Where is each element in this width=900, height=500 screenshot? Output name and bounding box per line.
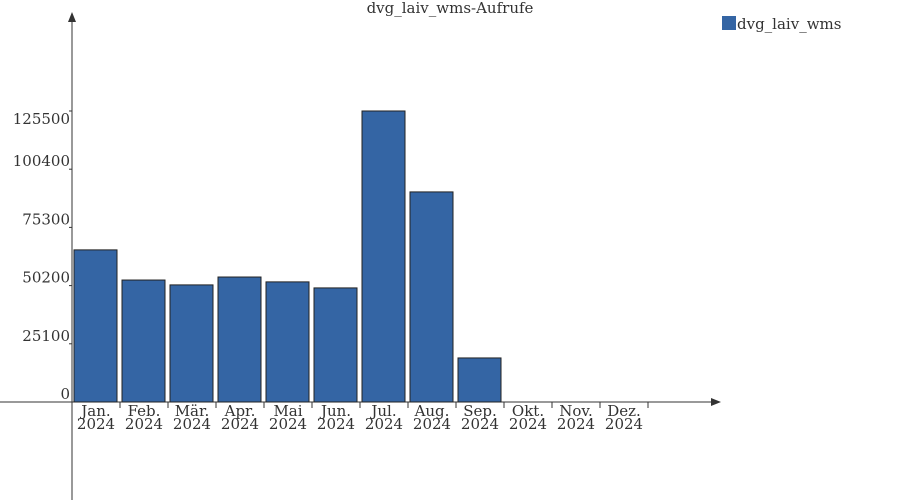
bar (73, 249, 118, 403)
bar (217, 276, 262, 403)
bar (313, 287, 358, 403)
x-tick-label-line: 2024 (557, 415, 595, 433)
x-tick-label: Feb. 2024 (125, 402, 163, 433)
x-tick-label-line: Aug. (414, 402, 450, 420)
x-tick-label: Sep. 2024 (461, 402, 499, 433)
x-tick-label: Apr. 2024 (221, 402, 259, 433)
x-axis-arrow (711, 398, 721, 406)
legend-swatch (722, 16, 736, 30)
bar (265, 281, 310, 403)
x-tick-label-line: Feb. (128, 402, 161, 420)
x-tick-label-line: Nov. (559, 402, 593, 420)
x-tick-label: Nov. 2024 (557, 402, 595, 433)
x-tick-label: Mär. 2024 (173, 402, 211, 433)
x-tick-label-line: 2024 (461, 415, 499, 433)
bar (361, 110, 406, 403)
y-tick-label: 25100 (22, 327, 70, 345)
x-tick-label-line: 2024 (125, 415, 163, 433)
x-tick-label-line: 2024 (173, 415, 211, 433)
x-tick-label-line: 2024 (317, 415, 355, 433)
x-tick-label-line: Sep. (463, 402, 497, 420)
x-tick-label-line: Dez. (607, 402, 641, 420)
x-tick-label: Aug. 2024 (413, 402, 451, 433)
chart-title: dvg_laiv_wms-Aufrufe (367, 0, 534, 17)
x-tick-label-line: 2024 (269, 415, 307, 433)
x-tick-label-line: Apr. (224, 402, 256, 420)
x-tick-label-line: Okt. (512, 402, 544, 420)
x-tick-label-line: Mai (273, 402, 302, 420)
x-tick-label-line: Jan. (79, 402, 110, 420)
x-tick-label: Jun. 2024 (317, 402, 355, 433)
x-tick-label-line: 2024 (365, 415, 403, 433)
bar (121, 279, 166, 403)
x-tick-label-line: 2024 (509, 415, 547, 433)
x-tick-label: Dez. 2024 (605, 402, 643, 433)
x-tick-label-line: 2024 (605, 415, 643, 433)
y-tick-label: 0 (60, 385, 70, 403)
x-tick-label: Mai 2024 (269, 402, 307, 433)
y-tick-label: 75300 (22, 210, 70, 228)
x-tick-label-line: Jul. (369, 402, 396, 420)
x-tick-label: Jul. 2024 (365, 402, 403, 433)
x-tick-label-line: Mär. (175, 402, 210, 420)
x-tick-label-line: Jun. (319, 402, 351, 420)
bar (457, 357, 502, 403)
bar (409, 191, 454, 403)
bar (169, 284, 214, 403)
x-tick-label-line: 2024 (221, 415, 259, 433)
y-axis-arrow (68, 12, 76, 22)
x-tick-label-line: 2024 (77, 415, 115, 433)
x-tick-label-line: 2024 (413, 415, 451, 433)
y-tick-label: 50200 (22, 269, 70, 287)
y-tick-label: 125500 (13, 110, 70, 128)
x-tick-label: Jan. 2024 (77, 402, 115, 433)
x-tick-label: Okt. 2024 (509, 402, 547, 433)
legend-label: dvg_laiv_wms (737, 15, 841, 33)
y-tick-label: 100400 (13, 152, 70, 170)
